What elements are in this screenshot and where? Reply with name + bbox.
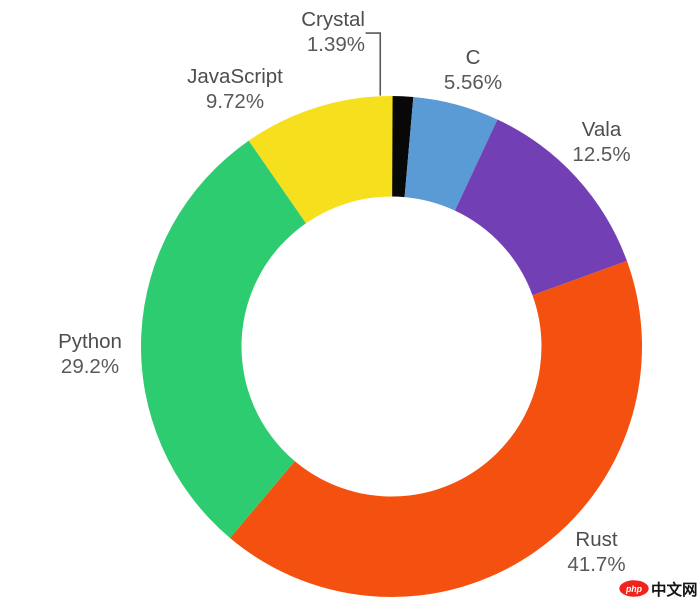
svg-text:php: php xyxy=(625,584,643,594)
